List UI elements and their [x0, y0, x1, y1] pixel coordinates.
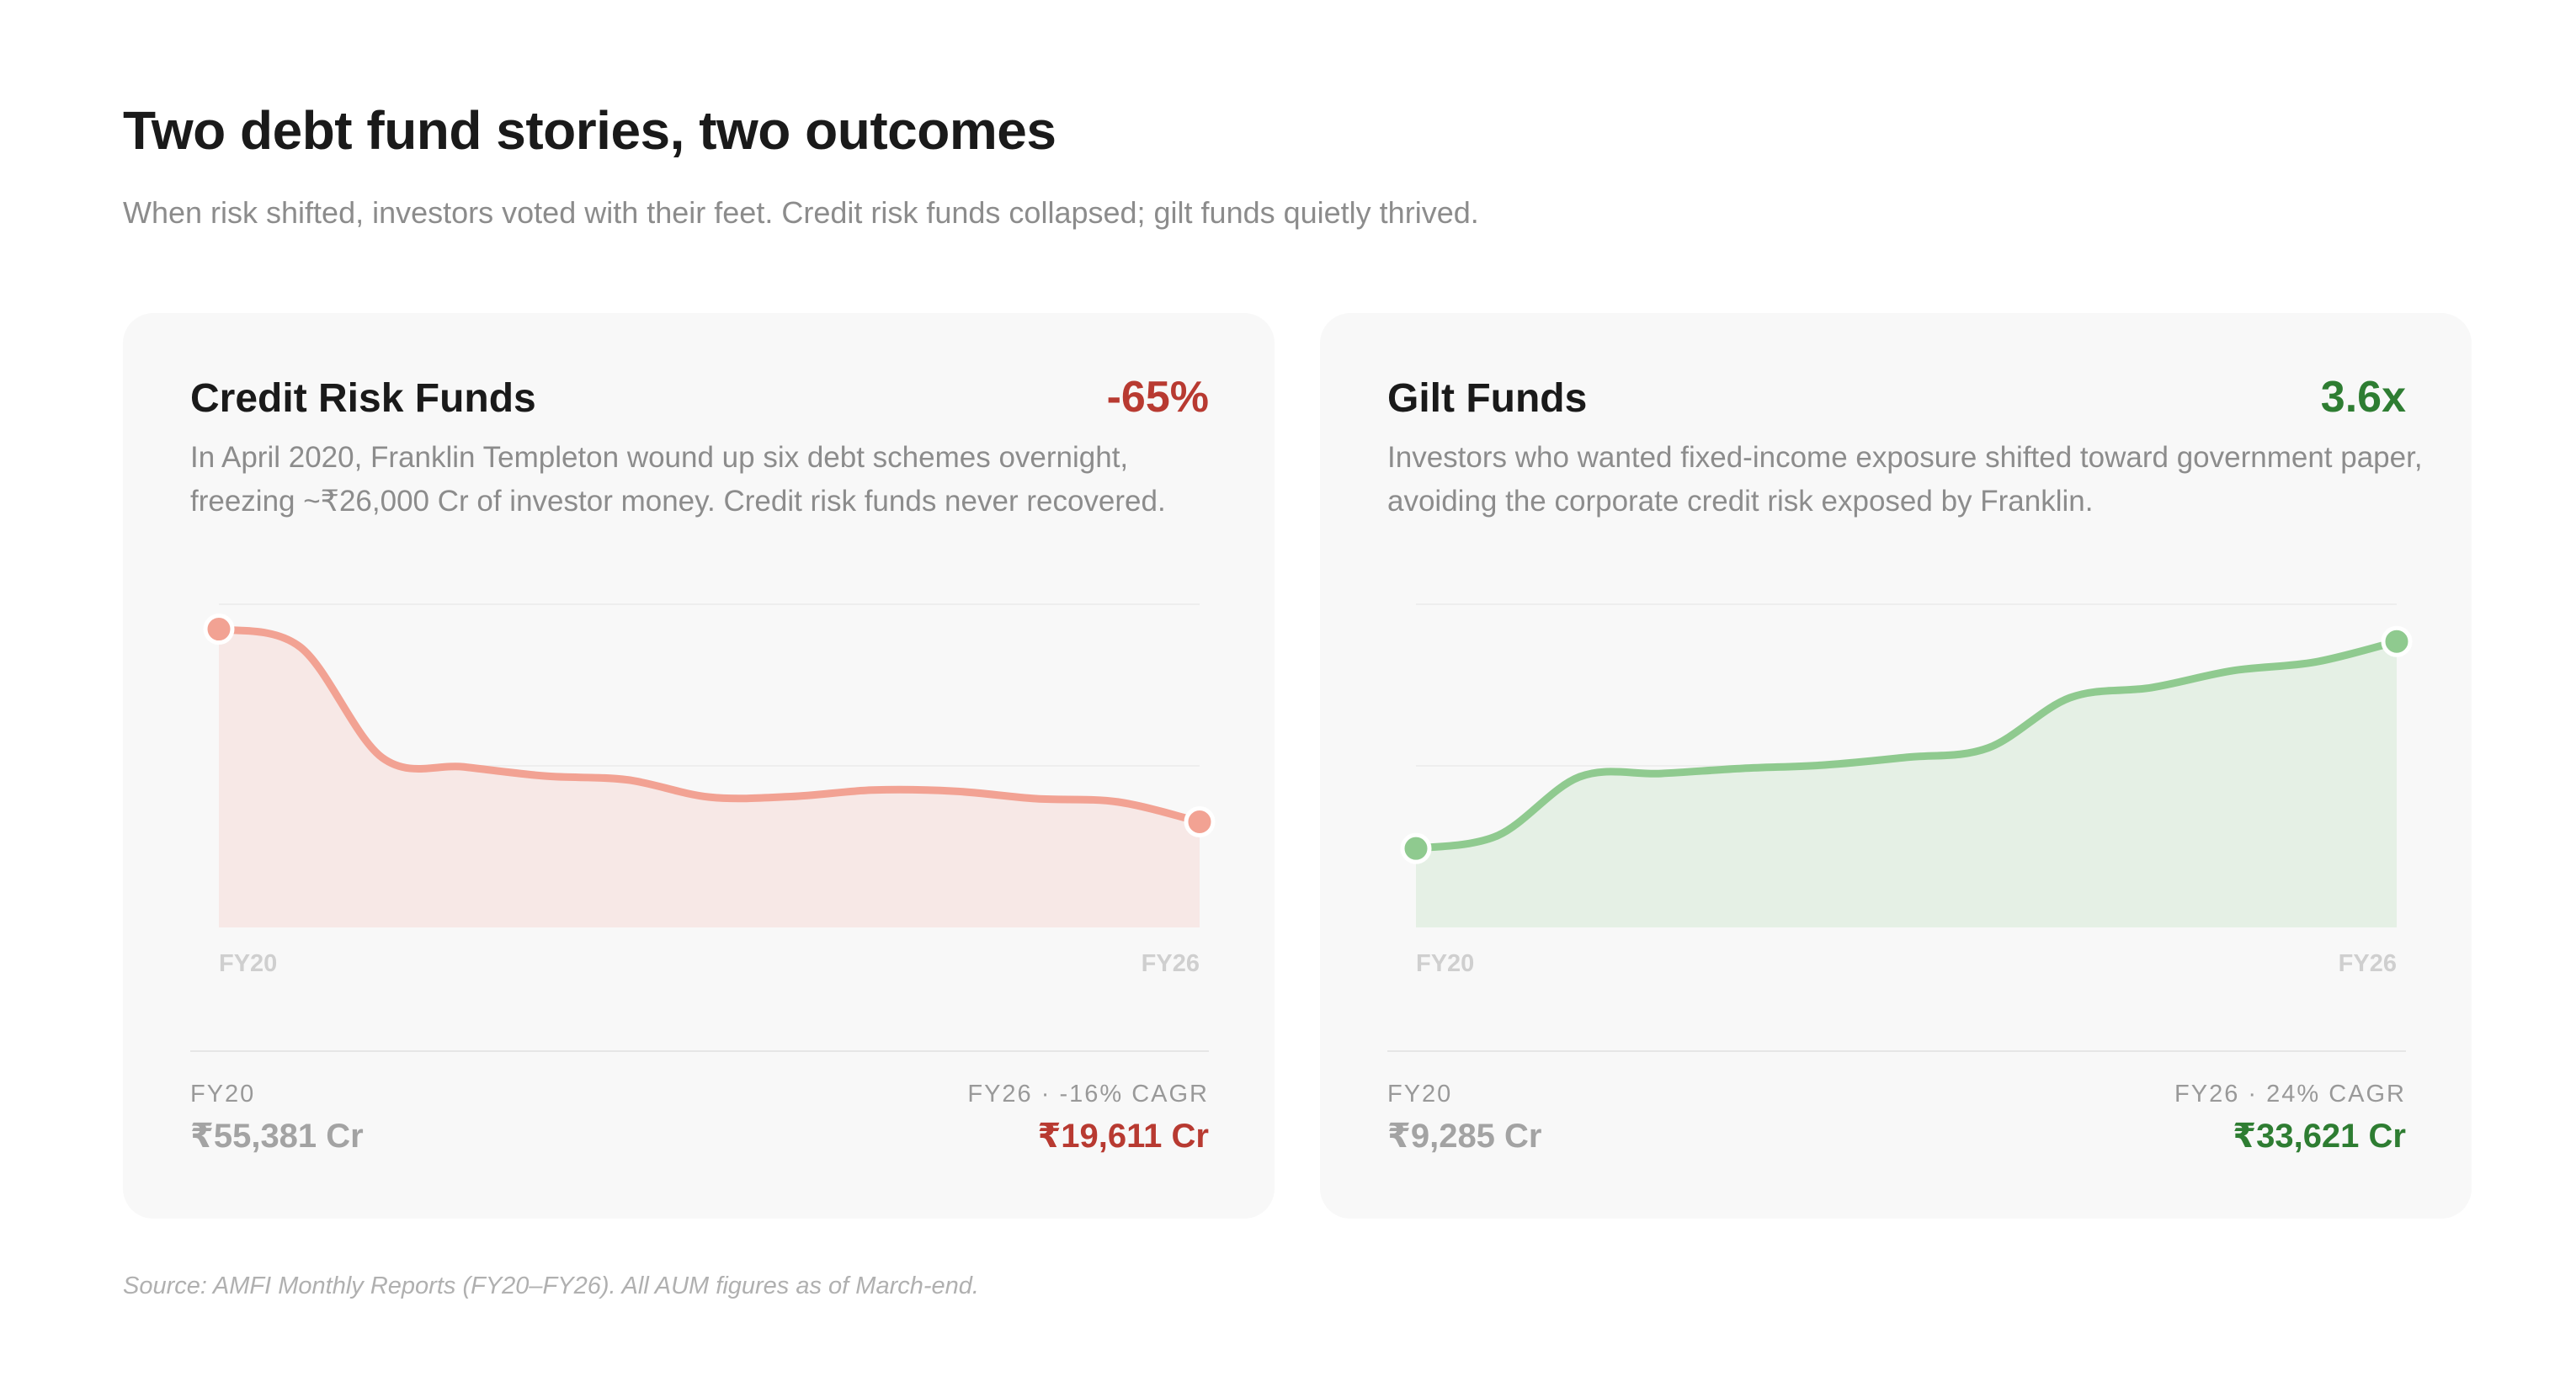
x-tick-label: FY26 — [2339, 950, 2397, 977]
start-label: FY20 — [1387, 1081, 1453, 1108]
source-note: Source: AMFI Monthly Reports (FY20–FY26)… — [123, 1272, 979, 1299]
series-area — [1416, 641, 2397, 927]
card-description: In April 2020, Franklin Templeton wound … — [190, 441, 1166, 518]
card-description: Investors who wanted fixed-income exposu… — [1387, 441, 2423, 518]
start-label: FY20 — [190, 1081, 256, 1108]
gilt-chart: FY20 FY26 — [1400, 603, 2413, 977]
card-title: Credit Risk Funds — [190, 376, 536, 421]
card-stat: -65% — [1106, 373, 1209, 422]
start-point — [1400, 832, 1432, 864]
series-area — [219, 629, 1200, 927]
start-value: ₹55,381 Cr — [190, 1118, 364, 1155]
card-stat: 3.6x — [2320, 373, 2406, 422]
end-value: ₹19,611 Cr — [1037, 1118, 1209, 1155]
end-label: FY26 · 24% CAGR — [2174, 1081, 2406, 1108]
divider — [190, 1050, 1209, 1052]
page-subtitle: When risk shifted, investors voted with … — [123, 195, 1479, 230]
start-point — [203, 614, 235, 645]
series-line — [215, 625, 1204, 826]
card-title: Gilt Funds — [1387, 376, 1588, 421]
x-tick-label: FY20 — [219, 950, 277, 977]
gilt-card: Gilt Funds 3.6x Investors who wanted fix… — [1320, 313, 2472, 1219]
series-line — [1412, 637, 2401, 853]
end-point — [2381, 625, 2413, 657]
end-label: FY26 · -16% CAGR — [967, 1081, 1209, 1108]
end-value: ₹33,621 Cr — [2233, 1118, 2406, 1155]
divider — [1387, 1050, 2406, 1052]
credit-risk-card: Credit Risk Funds -65% In April 2020, Fr… — [123, 313, 1275, 1219]
x-tick-label: FY26 — [1142, 950, 1200, 977]
page-title: Two debt fund stories, two outcomes — [123, 100, 1056, 161]
end-point — [1184, 805, 1216, 837]
start-value: ₹9,285 Cr — [1387, 1118, 1542, 1155]
x-tick-label: FY20 — [1416, 950, 1474, 977]
credit-risk-chart: FY20 FY26 — [203, 603, 1216, 977]
